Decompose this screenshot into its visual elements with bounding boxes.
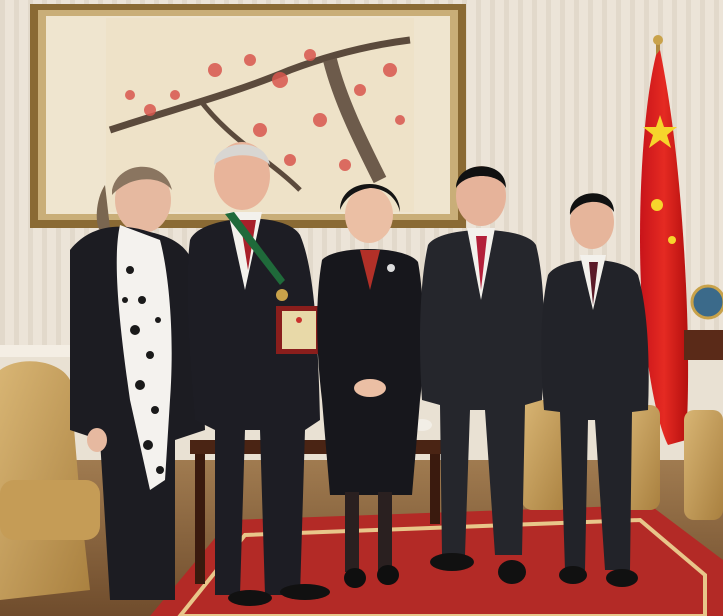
person-5	[541, 193, 649, 587]
person-3	[317, 183, 424, 588]
side-table	[684, 330, 723, 360]
sofa-left	[0, 361, 100, 600]
decor-plate	[690, 284, 723, 320]
person-1	[70, 166, 205, 600]
person-4	[420, 166, 545, 584]
flag	[640, 35, 689, 480]
